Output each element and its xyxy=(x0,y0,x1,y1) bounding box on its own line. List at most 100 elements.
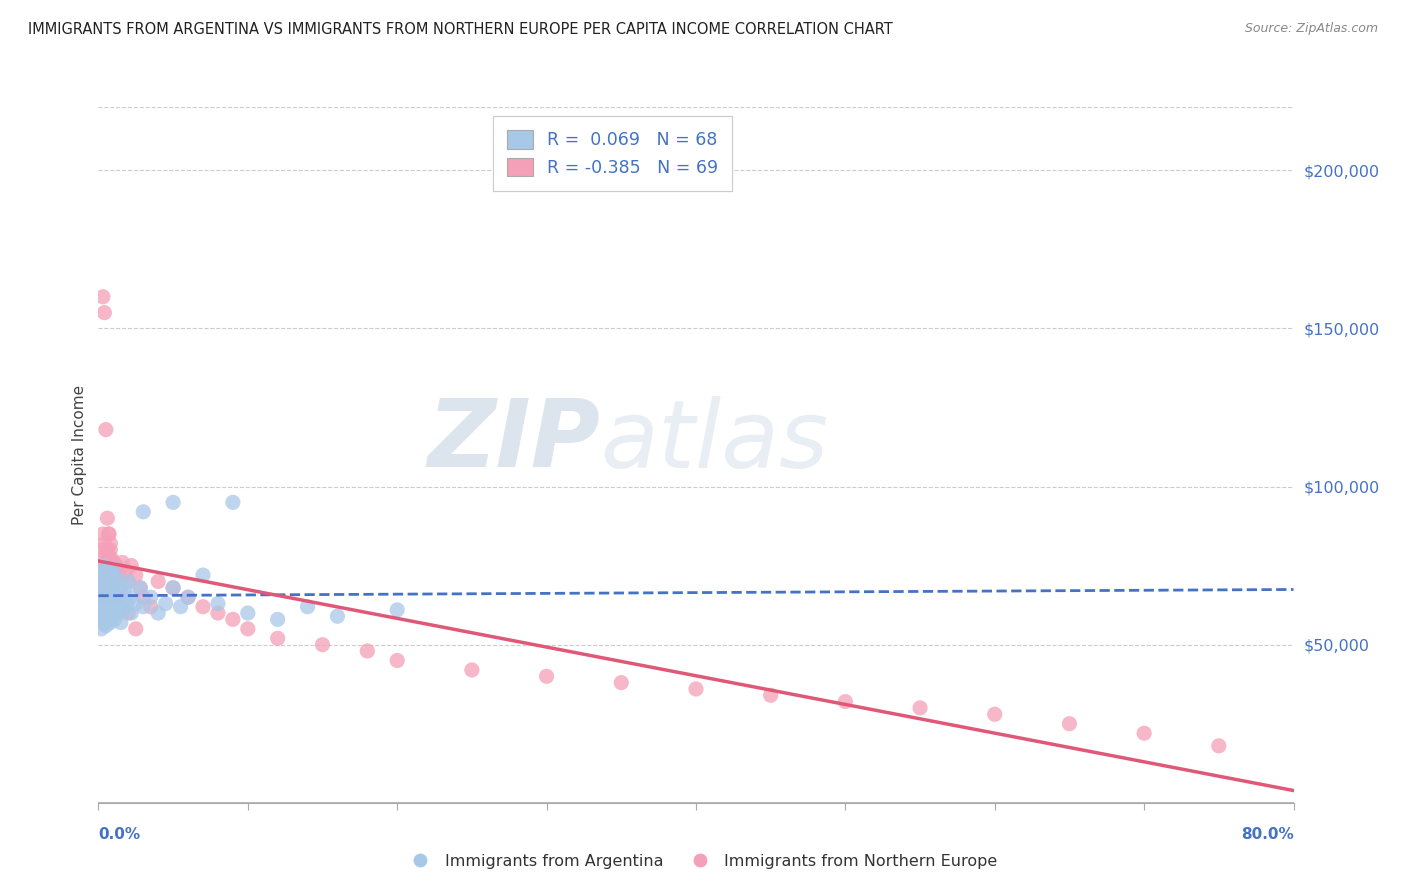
Point xyxy=(104,612,127,626)
Point xyxy=(94,574,117,589)
Point xyxy=(984,707,1007,722)
Point xyxy=(139,599,162,614)
Point xyxy=(120,606,142,620)
Point xyxy=(610,675,633,690)
Point xyxy=(94,556,117,570)
Legend: Immigrants from Argentina, Immigrants from Northern Europe: Immigrants from Argentina, Immigrants fr… xyxy=(402,847,1004,875)
Point xyxy=(326,609,349,624)
Point xyxy=(267,632,290,646)
Point xyxy=(115,597,138,611)
Point xyxy=(101,552,124,566)
Point xyxy=(207,597,229,611)
Point xyxy=(93,305,115,319)
Point xyxy=(107,574,129,589)
Point xyxy=(107,583,129,598)
Point xyxy=(385,603,409,617)
Point xyxy=(91,549,114,563)
Point xyxy=(108,599,131,614)
Point xyxy=(100,581,122,595)
Point xyxy=(97,574,120,589)
Point xyxy=(103,562,125,576)
Point xyxy=(117,574,139,589)
Point xyxy=(101,603,124,617)
Text: Source: ZipAtlas.com: Source: ZipAtlas.com xyxy=(1244,22,1378,36)
Point xyxy=(105,591,128,605)
Point xyxy=(177,591,200,605)
Point xyxy=(97,612,120,626)
Point xyxy=(93,536,115,550)
Point xyxy=(148,574,170,589)
Point xyxy=(89,612,111,626)
Point xyxy=(132,599,155,614)
Point xyxy=(91,597,114,611)
Point xyxy=(93,562,115,576)
Point xyxy=(108,565,131,579)
Point xyxy=(177,591,200,605)
Point xyxy=(91,290,114,304)
Point xyxy=(100,597,122,611)
Point xyxy=(129,581,152,595)
Point xyxy=(96,599,118,614)
Point xyxy=(267,612,290,626)
Point xyxy=(356,644,378,658)
Point xyxy=(96,542,118,557)
Point xyxy=(139,591,162,605)
Point xyxy=(169,599,191,614)
Point xyxy=(93,587,115,601)
Point xyxy=(191,599,214,614)
Point xyxy=(97,527,120,541)
Point xyxy=(132,591,155,605)
Point xyxy=(191,568,214,582)
Point xyxy=(94,603,117,617)
Point xyxy=(91,574,114,589)
Point xyxy=(110,577,132,591)
Point xyxy=(105,558,128,573)
Point xyxy=(103,556,125,570)
Point xyxy=(1133,726,1156,740)
Point xyxy=(96,565,118,579)
Point xyxy=(536,669,558,683)
Point xyxy=(461,663,484,677)
Point xyxy=(91,558,114,573)
Point xyxy=(100,558,122,573)
Point xyxy=(207,606,229,620)
Point xyxy=(89,599,111,614)
Point xyxy=(91,527,114,541)
Point xyxy=(91,581,114,595)
Point xyxy=(111,556,134,570)
Point xyxy=(101,568,124,582)
Point xyxy=(90,574,112,589)
Point xyxy=(162,581,184,595)
Point xyxy=(90,622,112,636)
Point xyxy=(103,606,125,620)
Point xyxy=(125,622,148,636)
Point xyxy=(96,511,118,525)
Point xyxy=(110,591,132,605)
Point xyxy=(110,615,132,630)
Point xyxy=(1059,716,1081,731)
Point xyxy=(118,591,141,605)
Point xyxy=(90,591,112,605)
Point xyxy=(103,587,125,601)
Point xyxy=(385,653,409,667)
Point xyxy=(91,615,114,630)
Text: 0.0%: 0.0% xyxy=(98,827,141,841)
Point xyxy=(908,701,931,715)
Point xyxy=(125,568,148,582)
Y-axis label: Per Capita Income: Per Capita Income xyxy=(72,384,87,525)
Point xyxy=(90,542,112,557)
Point xyxy=(93,581,115,595)
Point xyxy=(103,581,125,595)
Point xyxy=(834,695,856,709)
Point xyxy=(117,574,139,589)
Text: IMMIGRANTS FROM ARGENTINA VS IMMIGRANTS FROM NORTHERN EUROPE PER CAPITA INCOME C: IMMIGRANTS FROM ARGENTINA VS IMMIGRANTS … xyxy=(28,22,893,37)
Point xyxy=(94,591,117,605)
Text: ZIP: ZIP xyxy=(427,395,600,487)
Point xyxy=(94,565,117,579)
Point xyxy=(96,562,118,576)
Point xyxy=(132,505,155,519)
Point xyxy=(120,558,142,573)
Point xyxy=(114,568,136,582)
Point xyxy=(96,577,118,591)
Point xyxy=(89,568,111,582)
